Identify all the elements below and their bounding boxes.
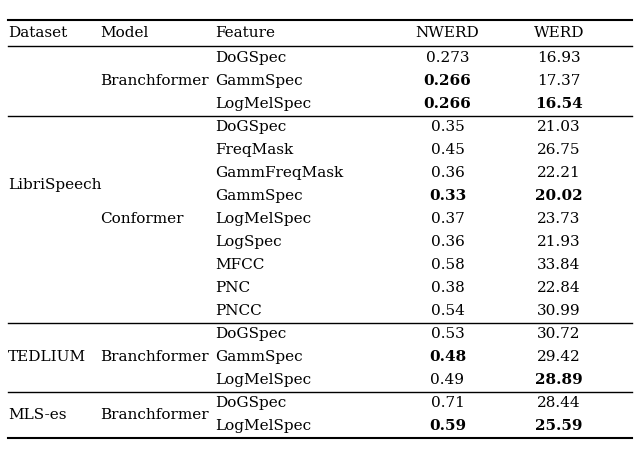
Text: GammFreqMask: GammFreqMask — [215, 166, 343, 180]
Text: 0.266: 0.266 — [424, 74, 471, 88]
Text: PNCC: PNCC — [215, 304, 262, 318]
Text: 0.53: 0.53 — [431, 327, 464, 341]
Text: 20.02: 20.02 — [535, 189, 583, 203]
Text: 28.44: 28.44 — [537, 396, 580, 410]
Text: 0.38: 0.38 — [431, 281, 464, 295]
Text: 23.73: 23.73 — [537, 212, 580, 226]
Text: PNC: PNC — [215, 281, 250, 295]
Text: DoGSpec: DoGSpec — [215, 396, 286, 410]
Text: 30.72: 30.72 — [537, 327, 580, 341]
Text: 30.99: 30.99 — [537, 304, 580, 318]
Text: DoGSpec: DoGSpec — [215, 51, 286, 65]
Text: NWERD: NWERD — [415, 26, 479, 40]
Text: 0.71: 0.71 — [431, 396, 465, 410]
Text: Branchformer: Branchformer — [100, 407, 209, 422]
Text: Feature: Feature — [215, 26, 275, 40]
Text: 0.54: 0.54 — [431, 304, 465, 318]
Text: LogMelSpec: LogMelSpec — [215, 419, 311, 433]
Text: 0.36: 0.36 — [431, 166, 465, 180]
Text: 0.266: 0.266 — [424, 97, 471, 111]
Text: 0.33: 0.33 — [429, 189, 466, 203]
Text: LibriSpeech: LibriSpeech — [8, 177, 101, 192]
Text: TEDLIUM: TEDLIUM — [8, 350, 86, 364]
Text: 26.75: 26.75 — [537, 143, 580, 157]
Text: WERD: WERD — [534, 26, 584, 40]
Text: FreqMask: FreqMask — [215, 143, 293, 157]
Text: Model: Model — [100, 26, 148, 40]
Text: 22.84: 22.84 — [537, 281, 580, 295]
Text: 0.58: 0.58 — [431, 258, 464, 272]
Text: 33.84: 33.84 — [537, 258, 580, 272]
Text: LogMelSpec: LogMelSpec — [215, 97, 311, 111]
Text: 0.273: 0.273 — [426, 51, 469, 65]
Text: 0.48: 0.48 — [429, 350, 466, 364]
Text: Conformer: Conformer — [100, 212, 184, 226]
Text: 17.37: 17.37 — [537, 74, 580, 88]
Text: 0.36: 0.36 — [431, 235, 465, 249]
Text: 25.59: 25.59 — [535, 419, 582, 433]
Text: Branchformer: Branchformer — [100, 350, 209, 364]
Text: MFCC: MFCC — [215, 258, 264, 272]
Text: Dataset: Dataset — [8, 26, 67, 40]
Text: 0.37: 0.37 — [431, 212, 464, 226]
Text: 0.45: 0.45 — [431, 143, 465, 157]
Text: GammSpec: GammSpec — [215, 74, 303, 88]
Text: 21.93: 21.93 — [537, 235, 580, 249]
Text: 0.49: 0.49 — [431, 373, 465, 387]
Text: GammSpec: GammSpec — [215, 189, 303, 203]
Text: 29.42: 29.42 — [537, 350, 581, 364]
Text: DoGSpec: DoGSpec — [215, 120, 286, 134]
Text: LogMelSpec: LogMelSpec — [215, 212, 311, 226]
Text: 0.35: 0.35 — [431, 120, 464, 134]
Text: LogSpec: LogSpec — [215, 235, 282, 249]
Text: LogMelSpec: LogMelSpec — [215, 373, 311, 387]
Text: MLS-es: MLS-es — [8, 407, 67, 422]
Text: 22.21: 22.21 — [537, 166, 581, 180]
Text: 16.93: 16.93 — [537, 51, 580, 65]
Text: 0.59: 0.59 — [429, 419, 466, 433]
Text: Branchformer: Branchformer — [100, 74, 209, 88]
Text: GammSpec: GammSpec — [215, 350, 303, 364]
Text: 21.03: 21.03 — [537, 120, 580, 134]
Text: 28.89: 28.89 — [535, 373, 583, 387]
Text: 16.54: 16.54 — [535, 97, 583, 111]
Text: DoGSpec: DoGSpec — [215, 327, 286, 341]
